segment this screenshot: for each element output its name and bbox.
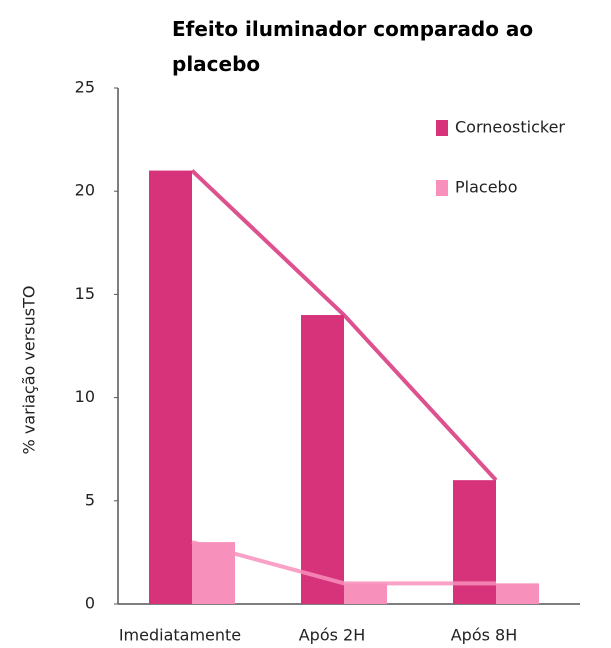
y-tick-label: 0 (85, 594, 95, 613)
legend-swatch (436, 120, 448, 136)
y-tick-label: 15 (75, 284, 95, 303)
trend-line (190, 169, 498, 482)
legend-swatch (436, 180, 448, 196)
bar (453, 480, 496, 604)
y-tick-label: 20 (75, 181, 95, 200)
x-tick-label: Imediatamente (119, 626, 241, 645)
trend-line (191, 540, 496, 586)
y-tick-label: 10 (75, 387, 95, 406)
bar (301, 315, 344, 604)
chart-title: Efeito iluminador comparado ao placebo (172, 17, 534, 76)
x-tick-label: Após 2H (299, 626, 366, 645)
y-tick-label: 5 (85, 490, 95, 509)
x-tick-label: Após 8H (451, 626, 518, 645)
bar (496, 583, 539, 604)
y-tick-label: 25 (75, 78, 95, 97)
bar (344, 583, 387, 604)
bar (149, 170, 192, 604)
y-axis-label: % variação versusTO (20, 286, 39, 455)
legend-label: Corneosticker (455, 118, 565, 137)
legend-label: Placebo (455, 178, 517, 197)
